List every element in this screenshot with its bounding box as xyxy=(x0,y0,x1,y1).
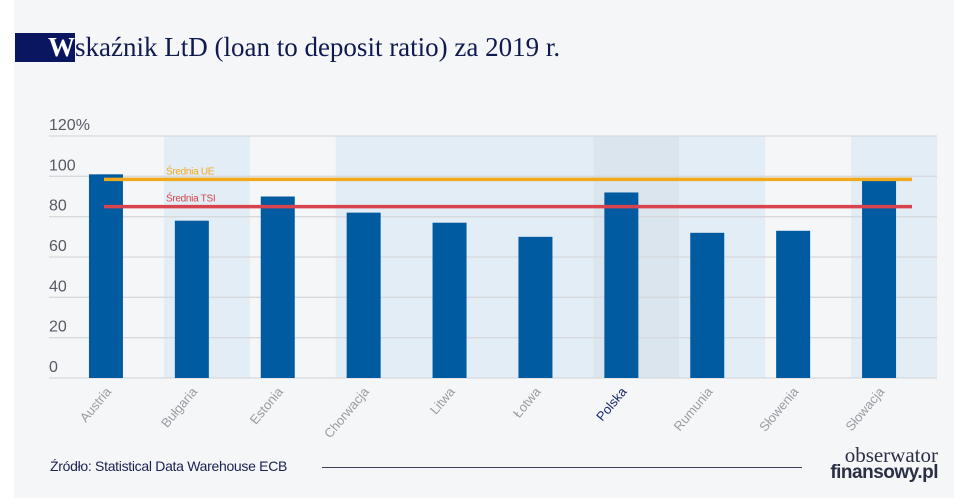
logo: obserwator finansowy.pl xyxy=(808,443,938,483)
bar-chorwacja xyxy=(346,212,381,378)
x-tick-label: Słowenia xyxy=(756,384,802,435)
source-divider xyxy=(322,467,802,468)
x-tick-label: Austria xyxy=(77,384,115,425)
bar-rumunia xyxy=(690,232,725,378)
x-tick-label: Litwa xyxy=(427,384,458,417)
x-tick-label: Słowacja xyxy=(842,384,887,434)
logo-line2: finansowy.pl xyxy=(830,462,938,483)
bar-estonia xyxy=(260,196,295,378)
source-note: Źródło: Statistical Data Warehouse ECB xyxy=(50,458,288,474)
x-tick-label: Estonia xyxy=(247,384,287,427)
bar-polska xyxy=(604,192,639,378)
x-tick-label: Rumunia xyxy=(671,384,716,434)
bar-słowacja xyxy=(862,180,897,378)
bar-słowenia xyxy=(776,230,811,378)
y-tick-label: 20 xyxy=(49,319,67,336)
reference-line-label: Średnia UE xyxy=(166,164,215,177)
y-tick-label: 40 xyxy=(49,278,67,295)
x-tick-label: Bułgaria xyxy=(158,384,201,431)
y-tick-label: 120% xyxy=(49,117,90,134)
title-first-letter: W xyxy=(15,33,75,62)
y-tick-label: 0 xyxy=(49,359,58,376)
title-text: skaźnik LtD (loan to deposit ratio) za 2… xyxy=(75,32,561,62)
reference-line-label: Średnia TSI xyxy=(166,192,215,205)
logo-line1: obserwator xyxy=(844,443,938,467)
bar-bułgaria xyxy=(174,220,209,378)
y-tick-label: 80 xyxy=(49,198,67,215)
y-tick-label: 60 xyxy=(49,238,67,255)
bar-łotwa xyxy=(518,236,553,378)
x-tick-label: Chorwacja xyxy=(321,384,372,441)
x-tick-label: Polska xyxy=(593,384,630,424)
bar-litwa xyxy=(432,222,467,378)
x-tick-label: Łotwa xyxy=(510,384,544,421)
y-tick-label: 100 xyxy=(49,157,76,174)
